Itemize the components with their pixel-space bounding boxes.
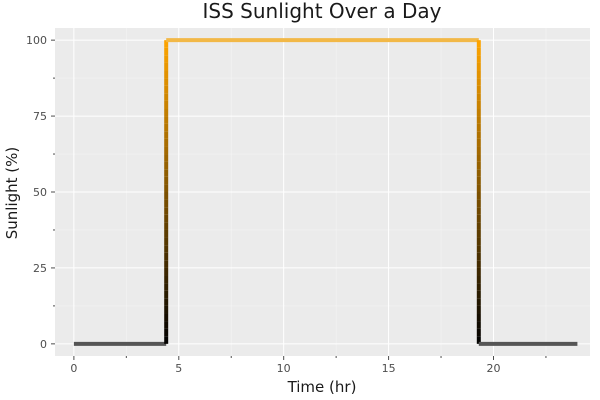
grid-lines [55,28,590,356]
y-tick-label: 50 [33,186,47,199]
x-axis-label: Time (hr) [287,378,357,396]
series-line [73,38,578,346]
x-tick-label: 5 [175,362,182,375]
y-axis-label: Sunlight (%) [3,147,21,240]
x-tick-label: 10 [277,362,291,375]
x-axis-ticks: 0 5 10 15 20 [70,356,547,375]
chart-title: ISS Sunlight Over a Day [203,0,442,23]
y-tick-label: 75 [33,110,47,123]
x-tick-label: 15 [382,362,396,375]
y-tick-label: 100 [26,34,47,47]
x-tick-label: 0 [70,362,77,375]
y-tick-label: 25 [33,262,47,275]
y-tick-label: 0 [40,338,47,351]
y-axis-ticks: 0 25 50 75 100 [26,34,55,351]
x-tick-label: 20 [486,362,500,375]
